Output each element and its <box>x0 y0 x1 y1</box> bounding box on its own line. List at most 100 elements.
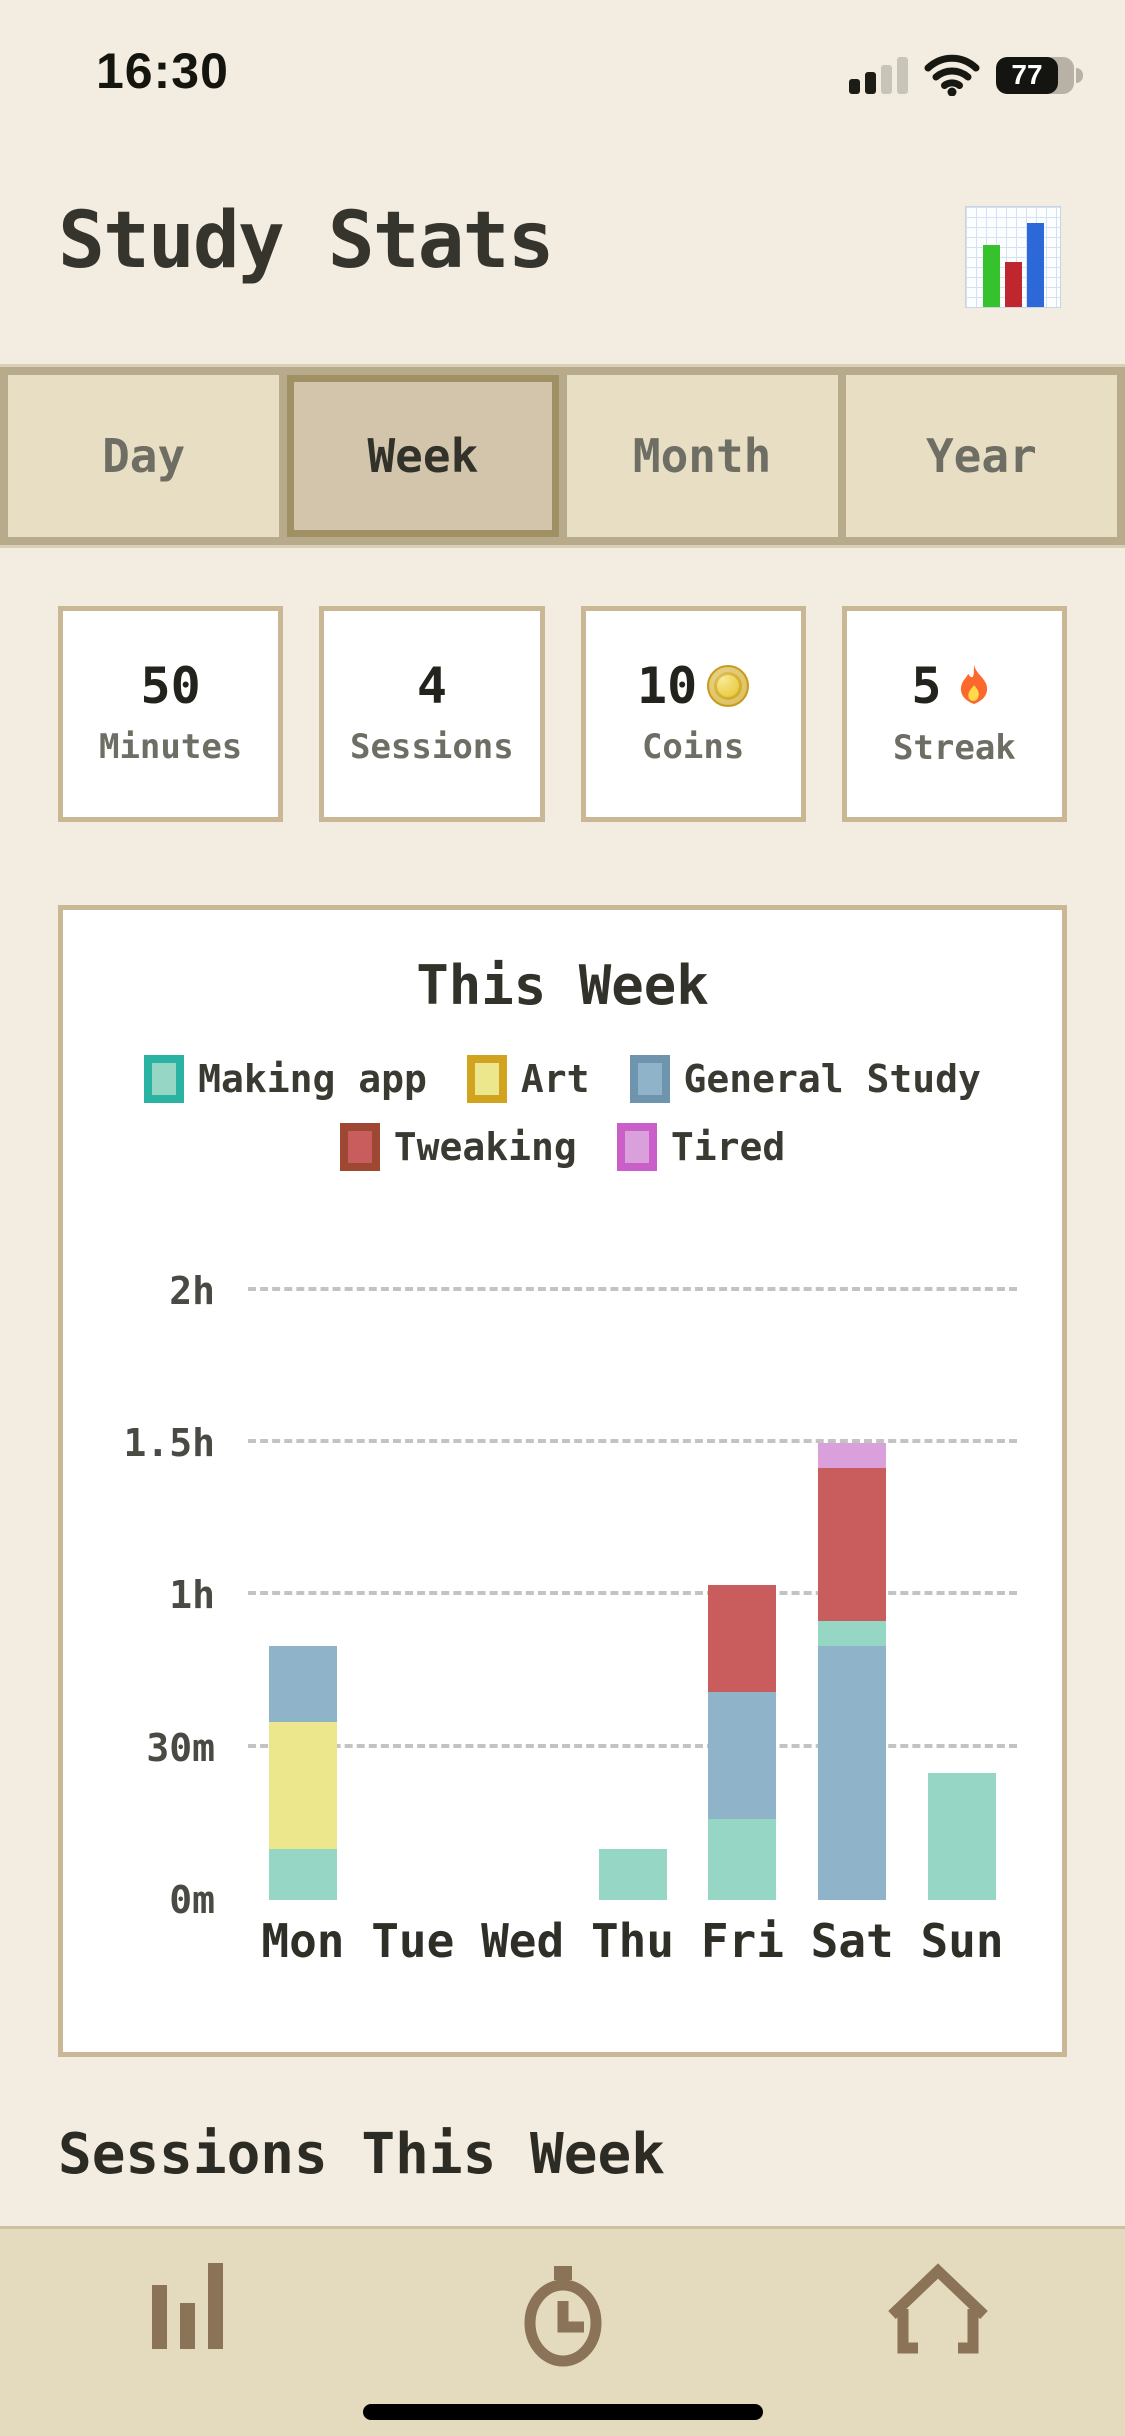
bar-segment-making-app <box>818 1620 887 1647</box>
cellular-signal-icon <box>849 56 908 94</box>
legend-swatch <box>629 1055 670 1103</box>
bar-segment-tweaking <box>818 1468 887 1621</box>
legend-swatch <box>466 1055 507 1103</box>
legend-item-making-app: Making app <box>144 1055 427 1103</box>
bar-column-mon <box>248 1240 358 1900</box>
y-tick-1-5h: 1.5h <box>123 1421 215 1466</box>
bar-segment-making-app <box>268 1849 337 1900</box>
bottom-tab-bar <box>0 2226 1125 2436</box>
stat-card-sessions: 4 Sessions <box>319 606 545 822</box>
legend-row: Making app Art General Study <box>144 1055 981 1103</box>
stats-bars-icon <box>152 2263 223 2349</box>
status-bar: 16:30 77 <box>0 28 1125 112</box>
legend-swatch <box>616 1123 657 1171</box>
legend-item-general-study: General Study <box>629 1055 981 1103</box>
legend-label: Tired <box>670 1125 786 1169</box>
battery-fill: 77 <box>996 56 1058 94</box>
x-label-sun: Sun <box>920 1914 1004 1968</box>
bar-segment-making-app <box>928 1773 997 1900</box>
bars-area <box>248 1240 1017 1900</box>
status-time: 16:30 <box>96 43 229 99</box>
x-label-wed: Wed <box>481 1914 565 1968</box>
time-range-tabs: Day Week Month Year <box>0 364 1125 548</box>
tab-day[interactable]: Day <box>8 375 280 537</box>
bar-column-thu <box>578 1240 688 1900</box>
stat-value: 4 <box>417 661 447 711</box>
legend-swatch <box>339 1123 380 1171</box>
bar-thu <box>598 1849 667 1900</box>
legend-label: Art <box>520 1057 590 1101</box>
legend-swatch <box>144 1055 185 1103</box>
wifi-icon <box>924 54 980 96</box>
stat-number: 5 <box>911 657 942 715</box>
tab-year[interactable]: Year <box>845 375 1117 537</box>
stat-card-streak: 5 Streak <box>841 606 1067 822</box>
battery-body: 77 <box>996 56 1074 94</box>
chart-title: This Week <box>416 954 709 1017</box>
battery-percent: 77 <box>1011 59 1043 90</box>
section-heading: Sessions This Week <box>58 2122 665 2187</box>
bar-column-wed <box>468 1240 578 1900</box>
bar-chart-emoji-icon <box>965 206 1061 308</box>
y-tick-0m: 0m <box>169 1878 215 1922</box>
battery-icon: 77 <box>996 56 1083 94</box>
bar-sat <box>818 1443 887 1900</box>
bar-sun <box>928 1773 997 1900</box>
stat-number: 10 <box>637 657 698 715</box>
stat-number: 50 <box>140 657 201 715</box>
bar-segment-general-study <box>708 1691 777 1819</box>
x-label-tue: Tue <box>371 1914 455 1968</box>
bar-column-fri <box>687 1240 797 1900</box>
y-tick-1h: 1h <box>169 1573 215 1618</box>
home-indicator[interactable] <box>362 2404 763 2420</box>
chart-legend: Making app Art General Study Tweaking Tired <box>63 1055 1062 1171</box>
gridline-30m <box>248 1743 1017 1748</box>
stats-row: 50 Minutes 4 Sessions 10 Coins 5 Streak <box>58 606 1067 822</box>
legend-item-tired: Tired <box>616 1123 786 1171</box>
flame-icon-wrap <box>951 660 997 712</box>
legend-label: Tweaking <box>393 1125 577 1169</box>
stat-card-coins: 10 Coins <box>580 606 806 822</box>
bar-mon <box>268 1646 337 1900</box>
x-labels: Mon Tue Wed Thu Fri Sat Sun <box>248 1914 1017 1968</box>
bar-segment-tweaking <box>708 1585 777 1692</box>
gridline-1-5h <box>248 1439 1017 1444</box>
tab-bar-item-stats[interactable] <box>0 2229 375 2436</box>
battery-nub <box>1076 67 1083 83</box>
tab-month[interactable]: Month <box>566 375 838 537</box>
bar-segment-making-app <box>708 1818 777 1900</box>
bar-segment-tired <box>818 1443 887 1469</box>
x-label-thu: Thu <box>590 1914 675 1968</box>
stat-value: 10 <box>637 657 750 715</box>
x-label-mon: Mon <box>261 1914 345 1968</box>
stat-label: Sessions <box>349 727 514 767</box>
home-icon <box>887 2263 988 2354</box>
bar-segment-general-study <box>268 1646 337 1723</box>
bar-segment-art <box>268 1722 337 1850</box>
tab-bar-item-timer[interactable] <box>375 2229 750 2436</box>
status-icons: 77 <box>849 54 1083 96</box>
legend-item-art: Art <box>466 1055 590 1103</box>
tab-week[interactable]: Week <box>287 375 559 537</box>
tab-bar-item-home[interactable] <box>750 2229 1125 2436</box>
page-title: Study Stats <box>58 196 555 286</box>
bar-segment-general-study <box>818 1646 887 1900</box>
y-tick-2h: 2h <box>169 1268 215 1313</box>
gridline-1h <box>248 1591 1017 1596</box>
bar-column-sat <box>797 1240 907 1900</box>
stat-label: Streak <box>892 728 1016 768</box>
bar-column-tue <box>358 1240 468 1900</box>
coin-icon <box>707 665 750 707</box>
legend-label: General Study <box>683 1057 981 1101</box>
y-tick-30m: 30m <box>146 1725 215 1770</box>
clock-icon <box>524 2266 601 2367</box>
stat-value: 5 <box>911 660 997 712</box>
gridline-2h <box>248 1286 1017 1291</box>
x-label-sat: Sat <box>810 1914 894 1968</box>
chart-card: This Week Making app Art General Study Twea… <box>58 905 1067 2057</box>
stat-card-minutes: 50 Minutes <box>58 606 284 822</box>
stat-value: 50 <box>141 661 201 711</box>
stat-label: Minutes <box>98 727 243 767</box>
legend-item-tweaking: Tweaking <box>339 1123 577 1171</box>
